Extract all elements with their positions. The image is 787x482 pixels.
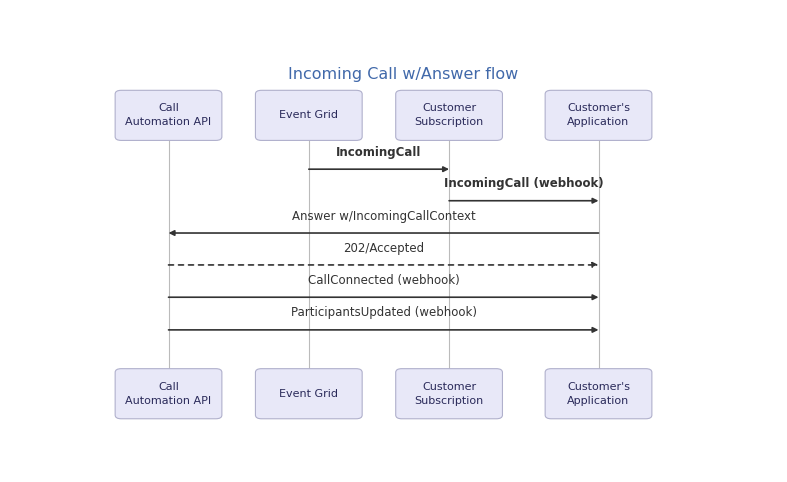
Text: Event Grid: Event Grid	[279, 110, 338, 120]
FancyBboxPatch shape	[396, 369, 502, 419]
Text: Call
Automation API: Call Automation API	[125, 382, 212, 406]
Text: Customer's
Application: Customer's Application	[567, 103, 630, 127]
FancyBboxPatch shape	[256, 90, 362, 140]
Text: Event Grid: Event Grid	[279, 388, 338, 399]
FancyBboxPatch shape	[115, 369, 222, 419]
Text: Customer's
Application: Customer's Application	[567, 382, 630, 406]
FancyBboxPatch shape	[256, 369, 362, 419]
Text: Call
Automation API: Call Automation API	[125, 103, 212, 127]
Text: Customer
Subscription: Customer Subscription	[415, 103, 484, 127]
Text: CallConnected (webhook): CallConnected (webhook)	[308, 274, 460, 287]
FancyBboxPatch shape	[545, 90, 652, 140]
FancyBboxPatch shape	[545, 369, 652, 419]
Text: IncomingCall (webhook): IncomingCall (webhook)	[444, 177, 604, 190]
Text: Customer
Subscription: Customer Subscription	[415, 382, 484, 406]
FancyBboxPatch shape	[115, 90, 222, 140]
Text: 202/Accepted: 202/Accepted	[343, 241, 424, 254]
Text: ParticipantsUpdated (webhook): ParticipantsUpdated (webhook)	[290, 307, 476, 320]
Text: Answer w/IncomingCallContext: Answer w/IncomingCallContext	[292, 210, 475, 223]
Text: IncomingCall: IncomingCall	[336, 146, 422, 159]
FancyBboxPatch shape	[396, 90, 502, 140]
Text: Incoming Call w/Answer flow: Incoming Call w/Answer flow	[288, 67, 519, 82]
